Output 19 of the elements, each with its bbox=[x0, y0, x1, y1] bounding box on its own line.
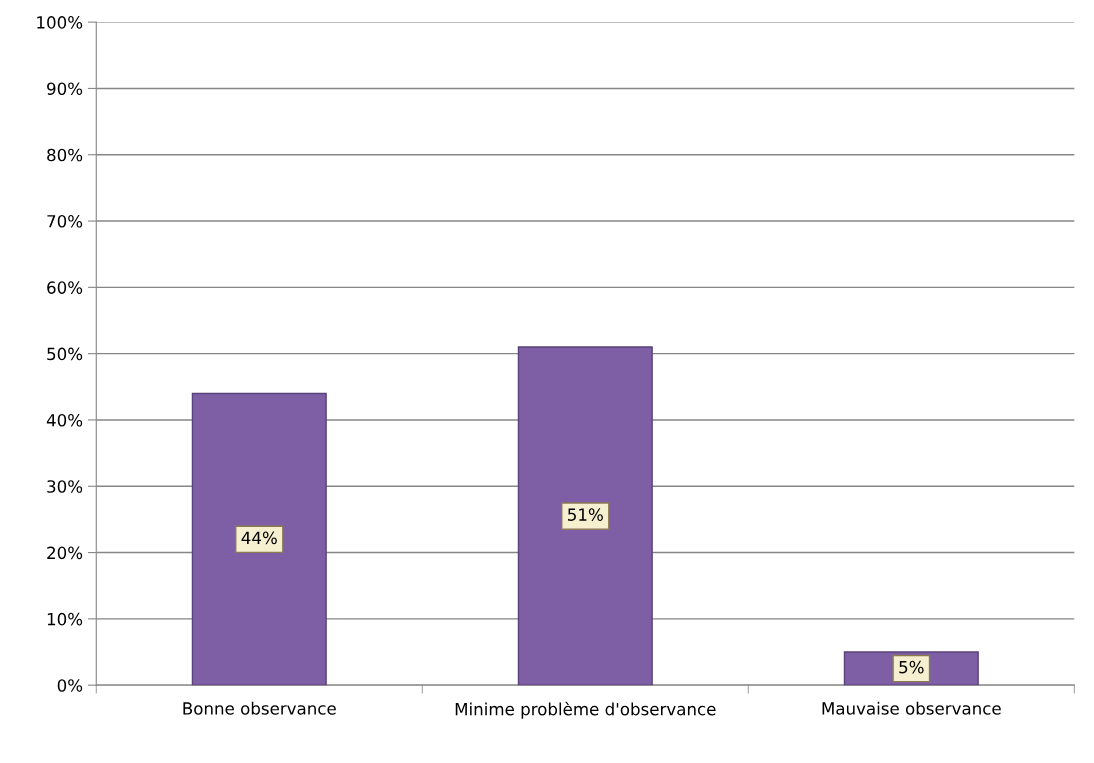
data-label: 5% bbox=[899, 660, 924, 674]
y-tick-label: 80% bbox=[47, 148, 83, 162]
y-tick-label: 20% bbox=[47, 546, 83, 560]
x-tick-label: Mauvaise observance bbox=[822, 701, 1001, 715]
y-tick-label: 70% bbox=[47, 215, 83, 228]
y-tick-label: 50% bbox=[47, 347, 83, 361]
x-tick-label: Minime problème d'observance bbox=[455, 701, 716, 719]
bar bbox=[191, 392, 327, 686]
y-tick-label: 100% bbox=[37, 16, 83, 29]
y-tick-label: 60% bbox=[47, 281, 83, 294]
data-label: 51% bbox=[568, 508, 603, 521]
x-tick-label: Bonne observance bbox=[183, 701, 336, 715]
y-tick-label: 10% bbox=[47, 612, 83, 626]
data-label: 44% bbox=[241, 531, 277, 545]
y-tick-label: 40% bbox=[46, 413, 83, 427]
y-tick-label: 0% bbox=[57, 679, 83, 692]
bar bbox=[517, 346, 653, 686]
y-tick-label: 30% bbox=[47, 480, 83, 493]
y-tick-label: 90% bbox=[47, 82, 83, 95]
